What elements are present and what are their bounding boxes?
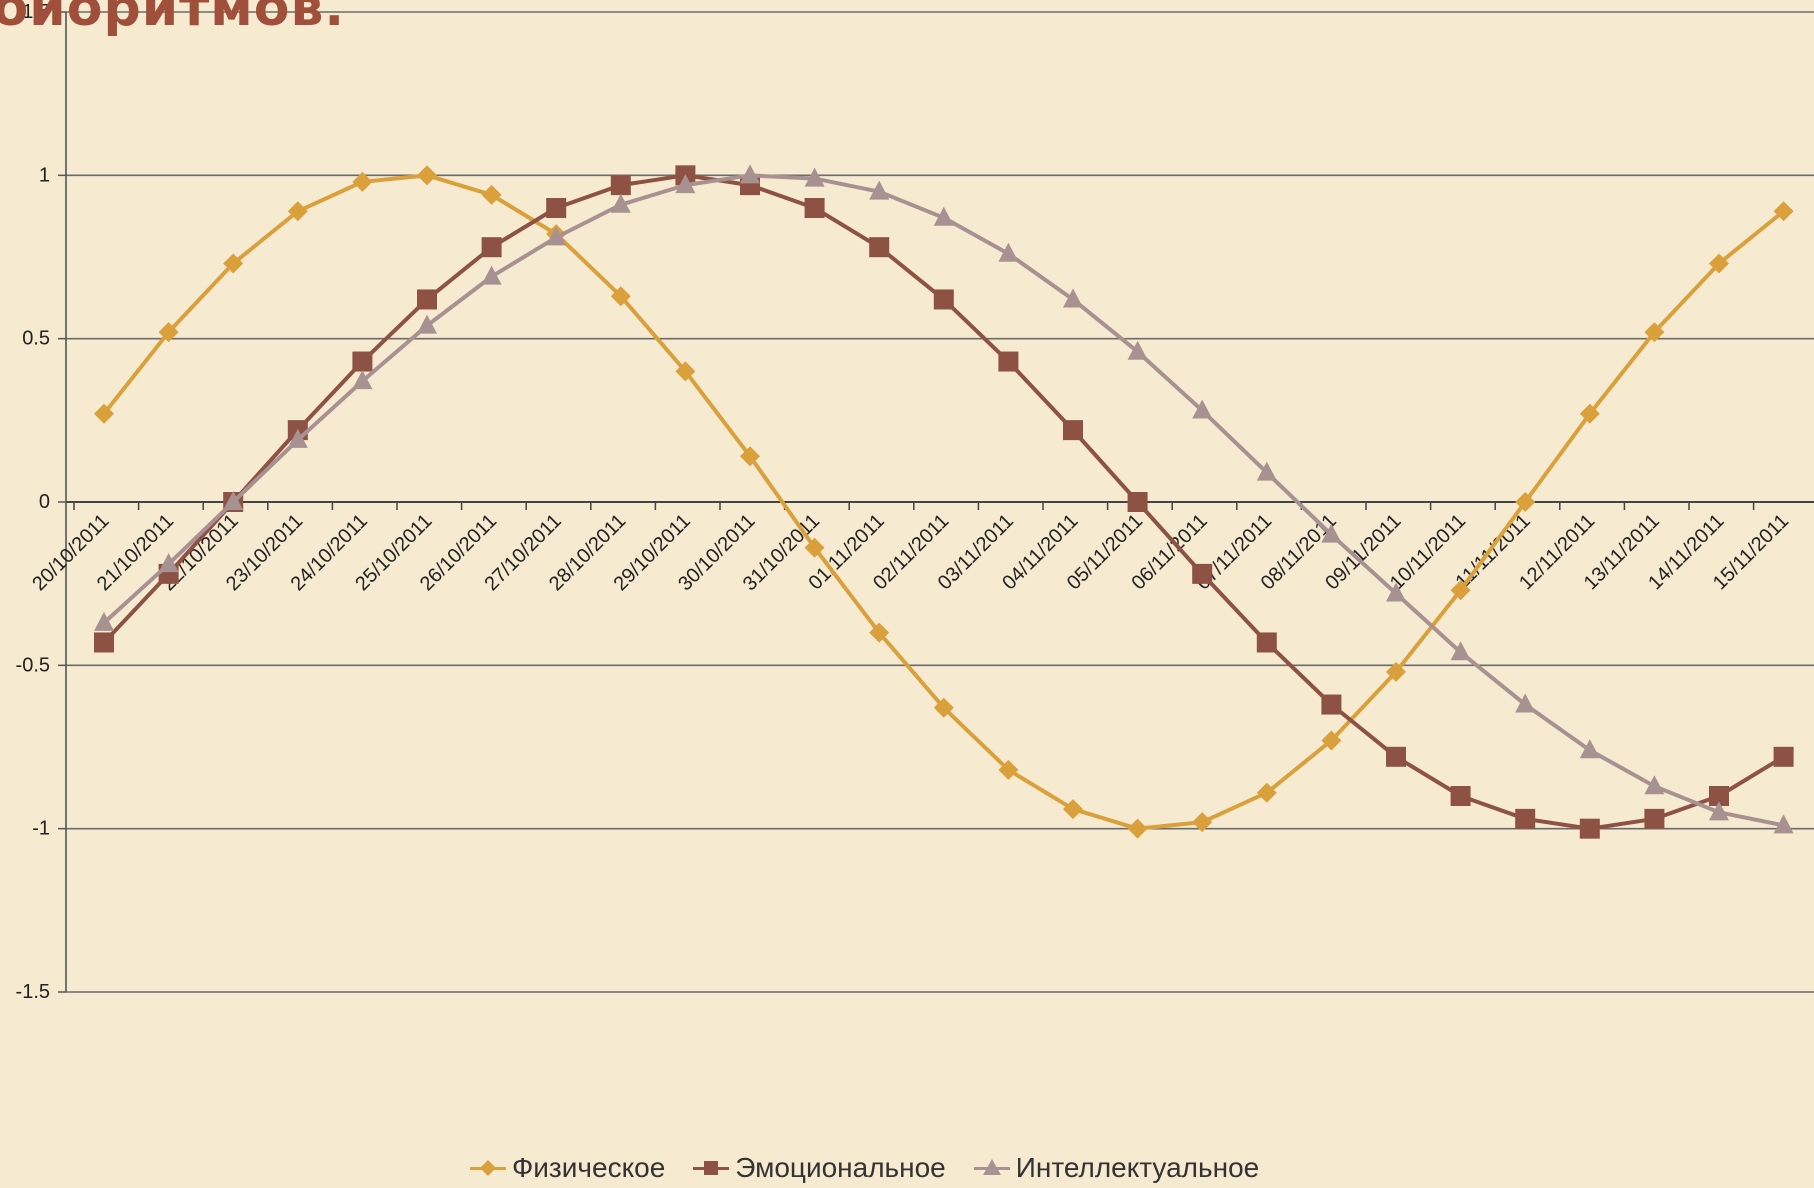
y-tick-label: 1.5 xyxy=(22,1,50,23)
data-point xyxy=(1773,201,1794,222)
legend-item-intellectual: Интеллектуальное xyxy=(973,1152,1260,1184)
data-point xyxy=(352,171,373,192)
data-point xyxy=(933,206,954,226)
data-point xyxy=(1386,746,1406,767)
legend-label-emotional: Эмоциональное xyxy=(735,1152,946,1183)
data-point xyxy=(158,553,179,573)
legend-marker-emotional xyxy=(693,1155,730,1181)
y-tick-label: 1 xyxy=(39,164,50,186)
data-point xyxy=(1256,782,1277,803)
data-point xyxy=(998,242,1019,262)
y-tick-label: -1.5 xyxy=(16,981,50,1003)
data-point xyxy=(546,226,567,246)
data-point xyxy=(223,253,244,274)
legend-marker-physical xyxy=(470,1155,506,1181)
data-point xyxy=(933,289,954,310)
data-point xyxy=(1450,641,1471,661)
legend-item-physical: Физическое xyxy=(470,1152,665,1184)
data-point xyxy=(1773,746,1794,767)
data-point xyxy=(1386,661,1406,682)
data-point xyxy=(481,184,502,205)
data-point xyxy=(1256,632,1277,653)
data-point xyxy=(869,237,890,258)
legend-item-emotional: Эмоциональное xyxy=(693,1152,946,1184)
data-point xyxy=(352,370,373,390)
chart-title: биоритмов. xyxy=(0,0,346,38)
data-point xyxy=(1192,812,1213,833)
data-point xyxy=(740,446,760,467)
data-point xyxy=(1709,253,1729,274)
data-point xyxy=(352,351,373,372)
data-point xyxy=(1515,693,1536,713)
data-point xyxy=(94,632,114,653)
data-point xyxy=(287,201,308,222)
data-point xyxy=(1321,730,1342,751)
data-point xyxy=(1644,775,1665,795)
data-point xyxy=(740,164,760,184)
data-point xyxy=(1321,523,1342,543)
data-point xyxy=(804,537,825,558)
data-point xyxy=(1515,492,1536,512)
data-point xyxy=(804,198,825,218)
data-point xyxy=(223,491,244,510)
data-point xyxy=(481,237,502,258)
data-point xyxy=(417,289,437,310)
data-point xyxy=(1709,801,1729,821)
data-point xyxy=(998,351,1019,372)
data-point xyxy=(998,759,1019,780)
data-point xyxy=(1127,492,1148,512)
data-point xyxy=(417,314,437,334)
data-point xyxy=(1256,461,1277,481)
data-point xyxy=(1709,786,1729,806)
data-point xyxy=(94,403,114,424)
data-point xyxy=(1321,694,1342,715)
data-point xyxy=(1063,288,1083,308)
data-point xyxy=(1386,582,1406,602)
data-point xyxy=(1192,399,1213,419)
y-tick-label: -0.5 xyxy=(16,654,50,676)
data-point xyxy=(1644,808,1665,829)
data-point xyxy=(610,175,631,196)
data-point xyxy=(1450,580,1471,601)
data-point xyxy=(1515,808,1536,829)
data-point xyxy=(1579,818,1600,839)
data-point xyxy=(287,428,308,448)
legend: Физическое Эмоциональное Интеллектуально… xyxy=(470,1152,1259,1184)
legend-label-physical: Физическое xyxy=(512,1152,666,1183)
data-point xyxy=(94,611,114,631)
data-point xyxy=(1773,814,1794,834)
data-point xyxy=(675,174,696,194)
data-point xyxy=(1579,739,1600,759)
y-tick-label: 0 xyxy=(39,491,50,513)
data-point xyxy=(417,165,437,186)
y-tick-label: -1 xyxy=(32,818,50,840)
data-point xyxy=(1644,322,1665,343)
data-point xyxy=(481,265,502,285)
data-point xyxy=(675,361,696,382)
data-point xyxy=(1127,340,1148,360)
data-point xyxy=(933,697,954,718)
data-point xyxy=(158,322,179,343)
data-point xyxy=(804,167,825,187)
data-point xyxy=(1063,799,1083,820)
data-point xyxy=(1192,563,1213,584)
data-point xyxy=(1063,420,1083,441)
data-point xyxy=(1127,818,1148,839)
y-tick-label: 0.5 xyxy=(22,328,50,350)
legend-marker-intellectual xyxy=(973,1155,1010,1181)
data-point xyxy=(869,622,890,643)
data-point xyxy=(610,193,631,213)
data-point xyxy=(1579,403,1600,424)
data-point xyxy=(546,198,567,218)
data-point xyxy=(610,286,631,307)
data-point xyxy=(869,180,890,200)
legend-label-intellectual: Интеллектуальное xyxy=(1015,1152,1260,1183)
data-point xyxy=(1450,786,1471,806)
